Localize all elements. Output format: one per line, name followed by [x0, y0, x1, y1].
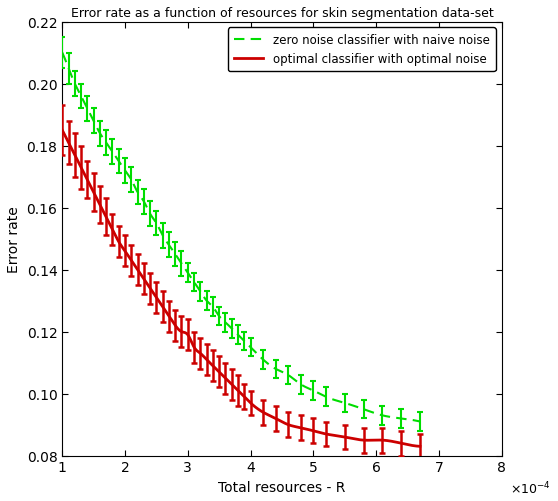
Legend: zero noise classifier with naive noise, optimal classifier with optimal noise: zero noise classifier with naive noise, … — [228, 29, 496, 72]
Y-axis label: Error rate: Error rate — [7, 206, 21, 273]
X-axis label: Total resources - R: Total resources - R — [218, 480, 345, 494]
Text: $\times10^{-4}$: $\times10^{-4}$ — [511, 479, 551, 496]
Title: Error rate as a function of resources for skin segmentation data-set: Error rate as a function of resources fo… — [70, 7, 493, 20]
